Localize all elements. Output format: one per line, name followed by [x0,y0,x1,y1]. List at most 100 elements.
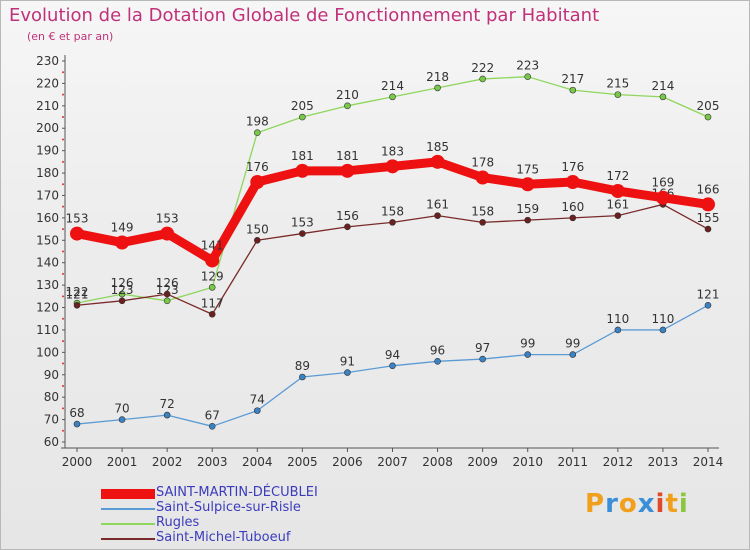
legend-label: Saint-Sulpice-sur-Risle [156,500,301,515]
data-label: 99 [520,337,535,351]
legend-label: Rugles [156,515,200,530]
data-label: 121 [66,287,89,301]
data-point [610,183,625,198]
legend-item: Saint-Sulpice-sur-Risle [101,500,461,517]
x-tick-label: 2008 [422,455,453,469]
data-label: 178 [471,156,494,170]
y-minor-tick [62,205,64,208]
chart-title: Evolution de la Dotation Globale de Fonc… [9,5,600,26]
data-point [208,284,216,291]
data-point [434,212,441,219]
data-label: 210 [336,88,359,102]
data-label: 205 [291,99,314,113]
data-point [389,219,396,226]
data-point [614,326,622,334]
data-point [569,86,577,94]
data-label: 172 [606,169,629,183]
data-point [704,301,712,309]
x-tick-label: 2006 [332,455,363,469]
legend: SAINT-MARTIN-DÉCUBLEI Saint-Sulpice-sur-R… [101,485,461,547]
data-point [208,423,216,430]
y-tick-label: 230 [36,54,59,68]
y-tick-label: 190 [36,144,59,158]
y-minor-tick [62,407,64,410]
data-label: 68 [69,406,84,420]
y-minor-tick [62,250,64,253]
data-point [299,230,306,237]
chart-subtitle: (en € et par an) [27,30,114,43]
data-point [389,93,396,101]
x-tick-label: 2007 [377,455,408,469]
legend-label: SAINT-MARTIN-DÉCUBLEI [156,485,318,500]
x-tick-label: 2004 [242,455,273,469]
legend-item: Saint-Michel-Tuboeuf [101,530,461,547]
data-label: 129 [201,269,224,283]
y-tick-label: 180 [36,166,59,180]
data-point [253,236,261,244]
data-point [565,175,580,190]
y-tick-label: 170 [36,188,59,202]
data-point [299,113,306,121]
data-point [299,373,306,381]
data-point [118,297,126,305]
proxiti-logo: Proxiti [585,489,689,519]
data-label: 153 [156,212,179,226]
data-point [524,73,532,80]
legend-swatch [101,523,155,525]
data-label: 176 [561,160,584,174]
data-point [434,358,441,365]
data-point [118,290,126,298]
data-label: 123 [111,283,134,297]
data-label: 158 [471,204,494,218]
x-tick-label: 2013 [648,455,679,469]
data-point [163,290,171,298]
data-point [340,163,355,178]
data-point [704,113,712,121]
y-tick-label: 200 [36,121,59,135]
x-tick-label: 2012 [603,455,634,469]
data-label: 158 [381,204,404,218]
data-label: 122 [66,285,89,299]
data-label: 215 [606,77,629,91]
data-point [659,326,667,334]
data-point [344,369,351,376]
x-tick-label: 2011 [558,455,589,469]
data-point [479,219,486,226]
data-label: 223 [516,59,539,73]
y-tick-label: 100 [36,345,59,359]
y-minor-tick [62,429,64,432]
data-label: 156 [336,209,359,223]
logo-letter: i [678,489,689,519]
data-label: 217 [561,72,584,86]
x-tick-label: 2002 [152,455,183,469]
legend-swatch [101,538,155,540]
logo-letter: x [637,489,656,519]
data-label: 126 [156,276,179,290]
data-label: 176 [246,160,269,174]
data-point [253,407,261,414]
data-label: 91 [340,355,355,369]
data-label: 67 [205,408,220,422]
legend-swatch [101,489,155,499]
data-label: 97 [475,341,490,355]
x-tick-label: 2010 [512,455,543,469]
data-label: 72 [160,397,175,411]
data-label: 222 [471,61,494,75]
data-point [520,177,535,192]
data-point [118,416,126,423]
data-point [385,159,400,174]
data-point [569,351,577,358]
data-label: 183 [381,144,404,158]
data-point [434,84,441,92]
data-point [253,129,261,137]
y-tick-label: 150 [36,233,59,247]
data-point [344,102,351,110]
data-point [208,310,216,318]
data-label: 166 [697,182,720,196]
data-point [524,216,532,224]
x-tick-label: 2014 [693,455,724,469]
y-minor-tick [62,384,64,387]
x-tick-label: 2003 [197,455,228,469]
data-label: 121 [697,287,720,301]
